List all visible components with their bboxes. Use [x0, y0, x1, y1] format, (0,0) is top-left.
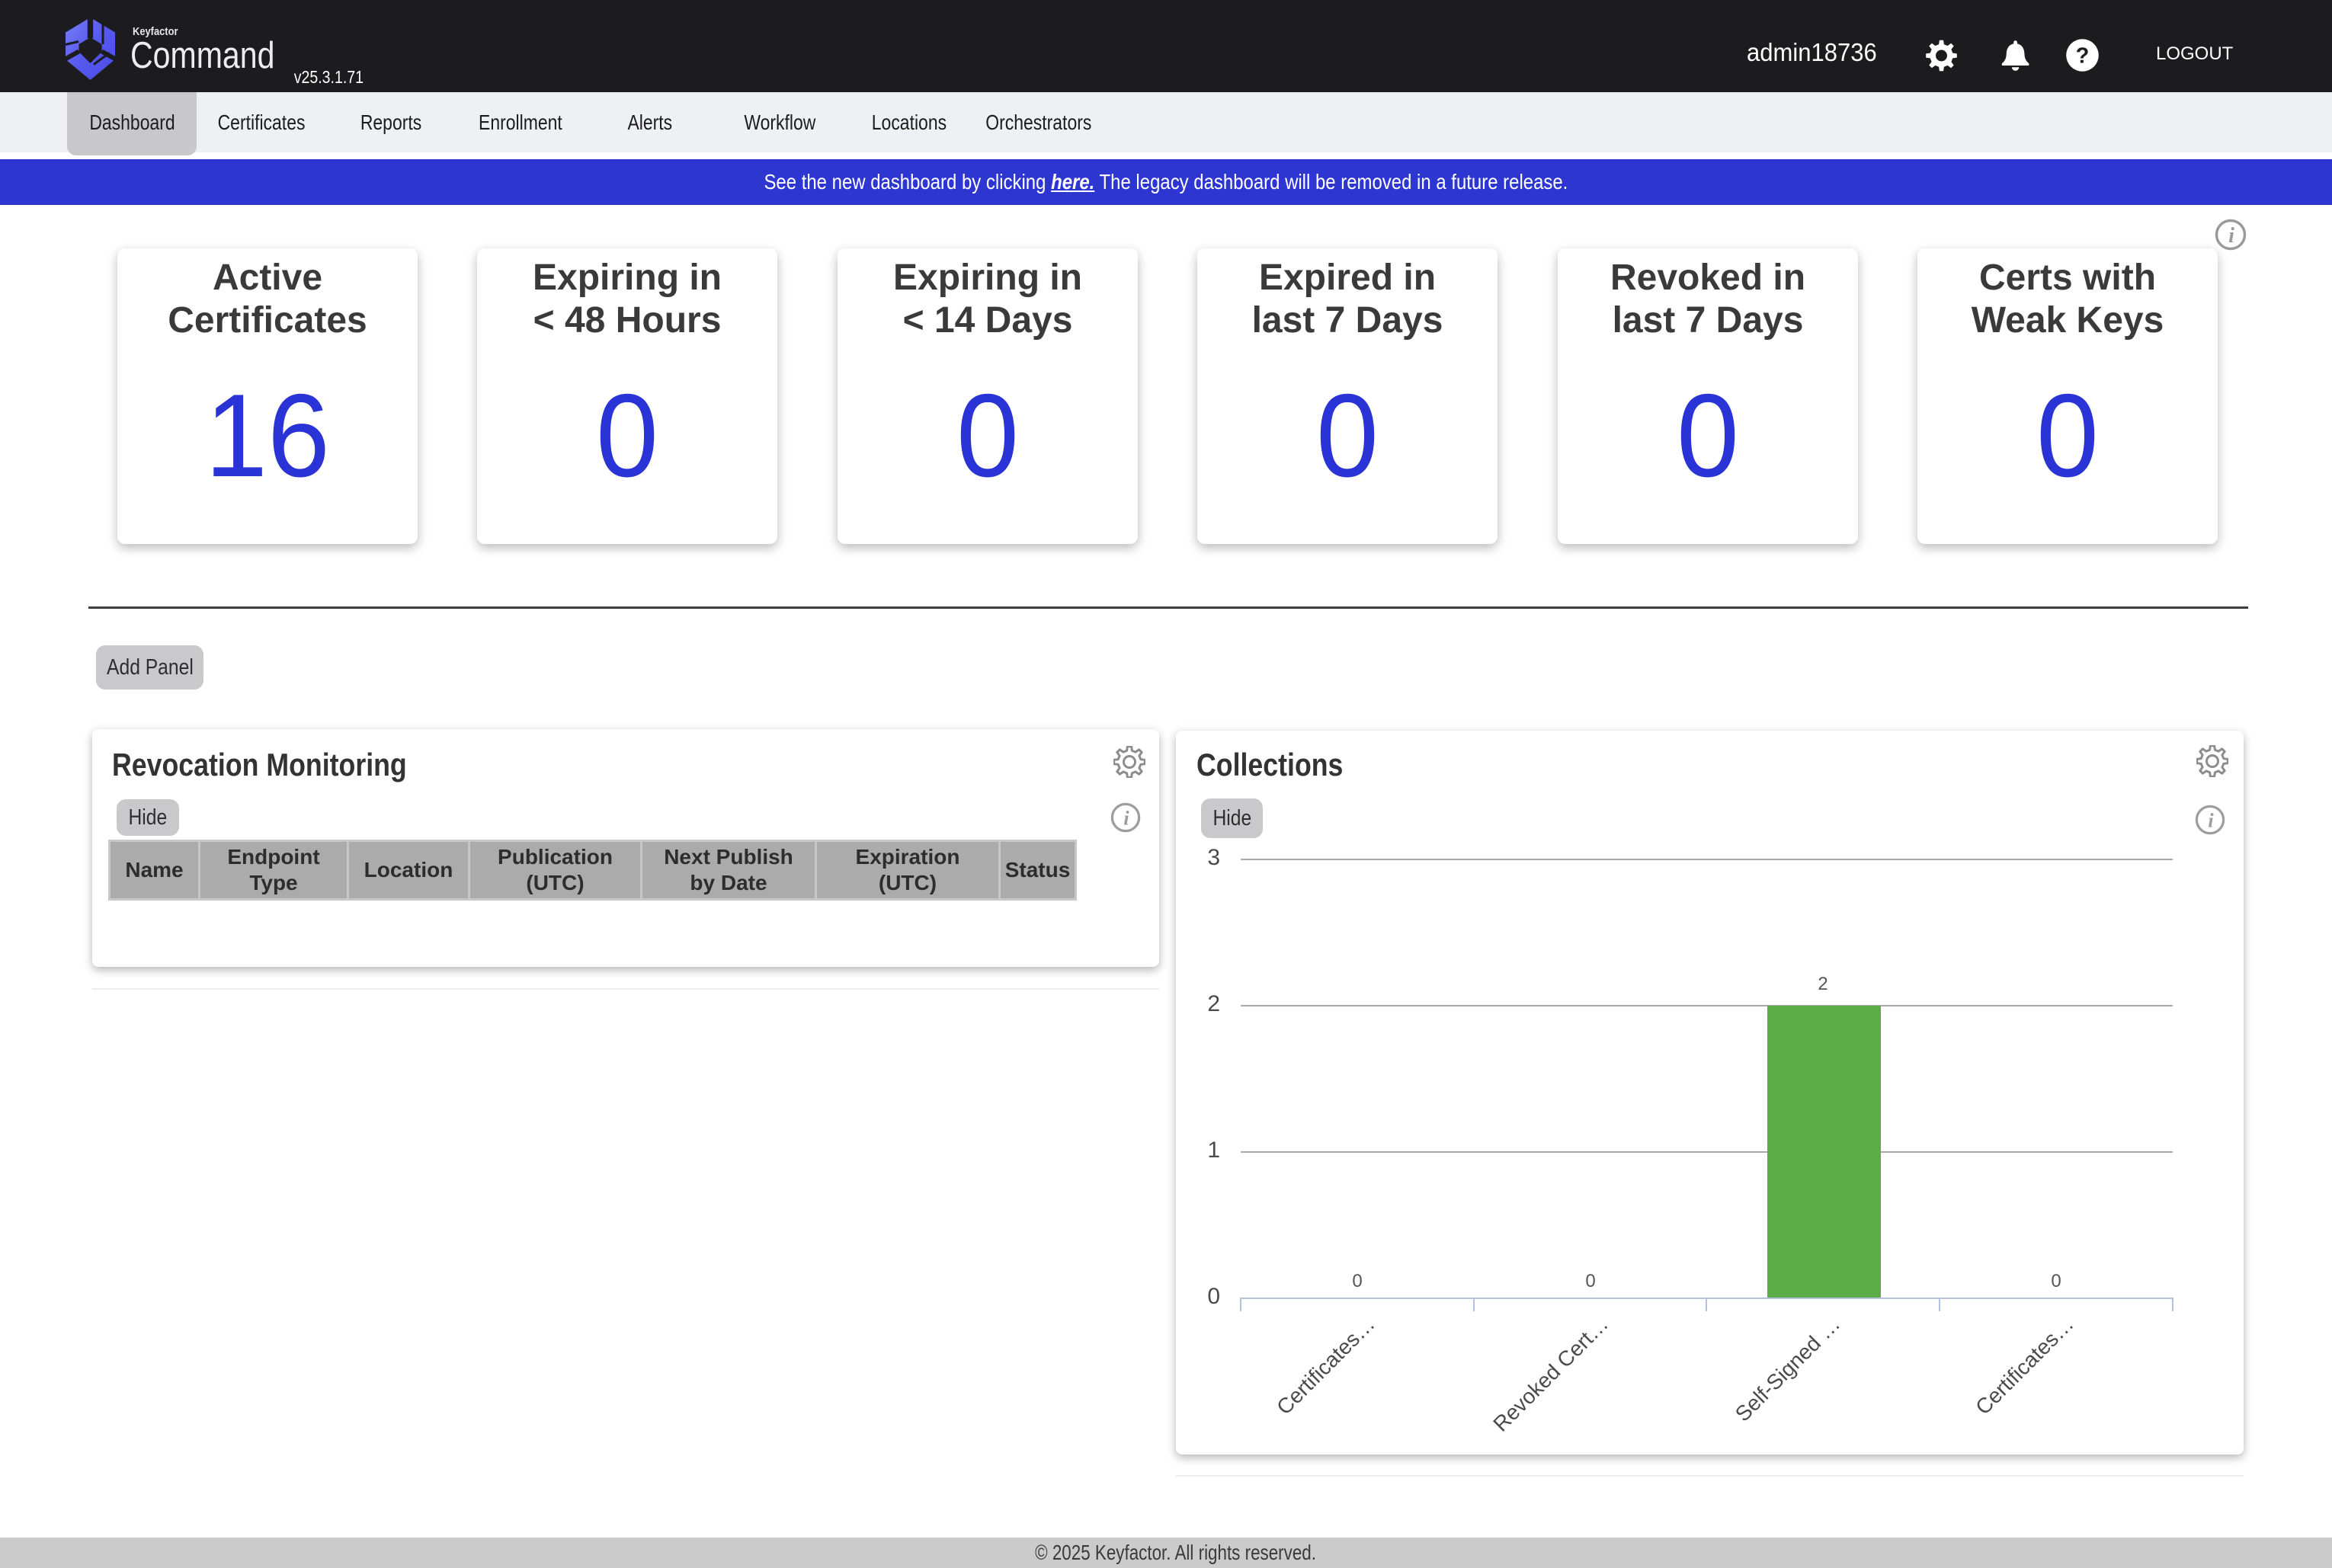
svg-text:i: i [1123, 807, 1129, 830]
svg-text:i: i [2228, 224, 2234, 248]
svg-text:i: i [2208, 809, 2214, 832]
svg-text:?: ? [2076, 44, 2090, 69]
